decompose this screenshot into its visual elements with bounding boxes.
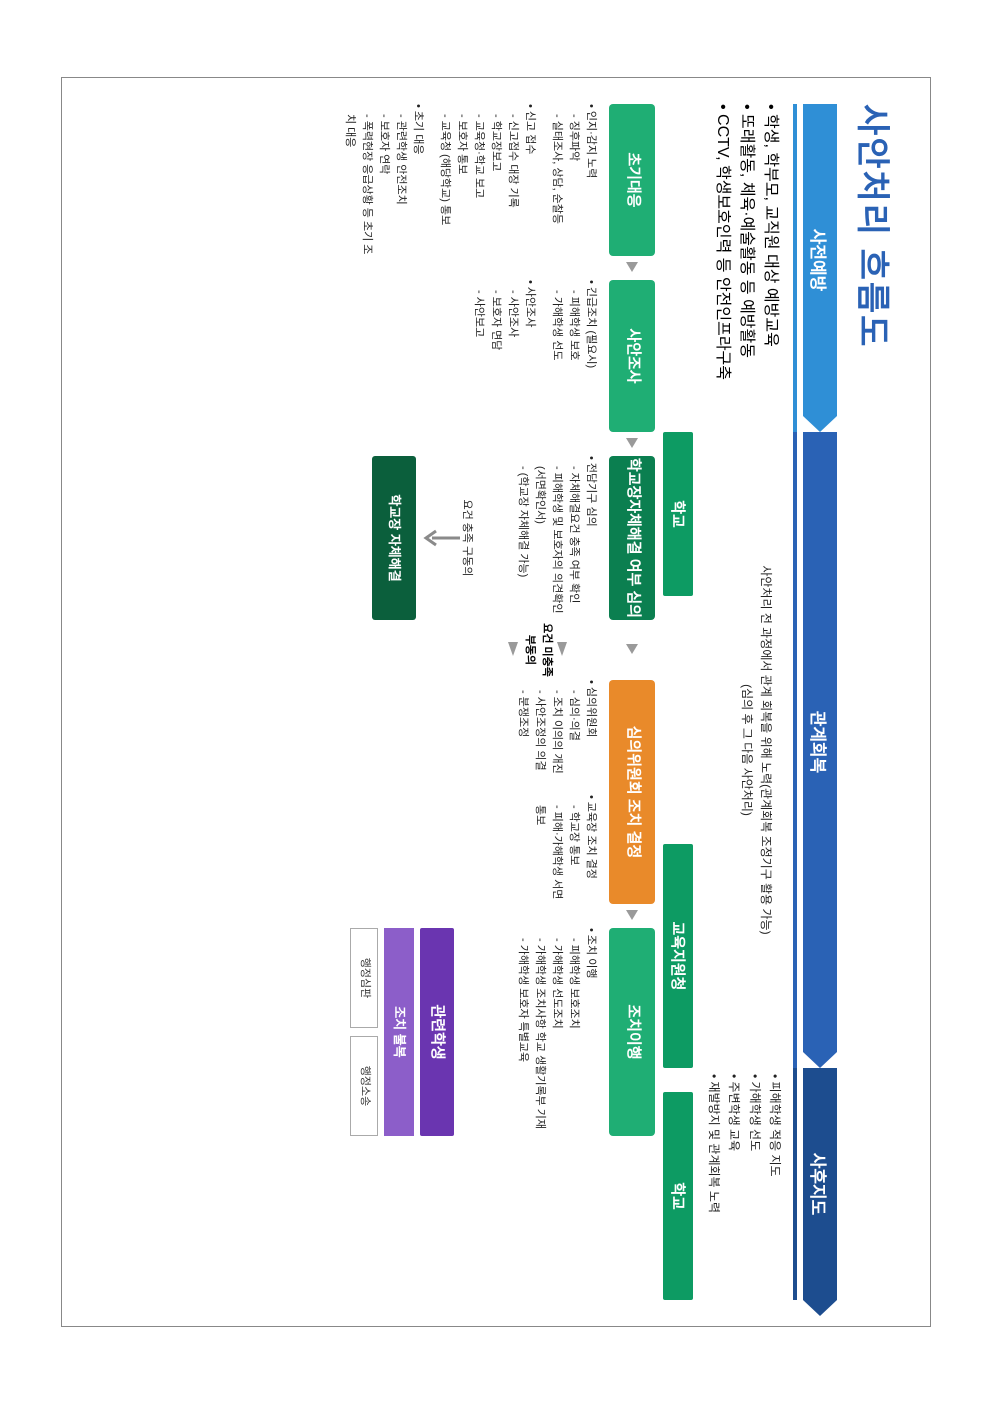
post-bullet: 가해학생 선도	[744, 1074, 764, 1300]
phase-underline	[793, 104, 797, 1300]
mini-self-resolve: 학교장 자체해결	[372, 456, 416, 620]
phase-banners: 사전예방 관계회복 사후지도	[803, 104, 837, 1300]
detail-col-execute: 조치 이행 피해학생 보호조치 가해학생 선도조치 가해학생 조치사항 학교 생…	[350, 928, 599, 1136]
post-bullet: 피해학생 적응 지도	[765, 1074, 785, 1300]
mid-label-bot: 부동의	[522, 634, 536, 664]
detail-col-committee: 심의위원회 심의·의결 조치 이의의 개진 사안조정의 의결 분쟁조정 교육장 …	[504, 680, 599, 904]
stage-execute: 조치이행	[609, 928, 655, 1136]
detail-col-investigate: 긴급조치 (필요시) 피해학생 보호 가해학생 선도 사안조사 사안조사 보호자…	[460, 280, 599, 432]
prev-bullets: 학생, 학부모, 교직원 대상 예방교육 또래활동, 체육·예술활동 등 예방활…	[713, 104, 785, 432]
stage-committee: 심의위원회 조치 결정	[609, 680, 655, 904]
mid-label-top: 요건 미충족	[540, 623, 554, 677]
relation-note: 사안처리 전 과정에서 관계 회복을 위해 노력(관계회복 조정기구 활용 가능…	[737, 432, 785, 1068]
down-arrow-icon	[420, 456, 460, 620]
stage-investigate: 사안조사	[609, 280, 655, 432]
post-bullet: 재발방지 및 관계회복 노력	[703, 1074, 723, 1300]
org-row: 학교 교육지원청 학교	[663, 104, 693, 1300]
mid-arrows: 요건 미충족 부동의	[506, 620, 600, 680]
dispute-sub: 조치 불복	[384, 928, 414, 1136]
phase-rel: 관계회복	[803, 432, 837, 1052]
arrow-icon	[609, 432, 655, 456]
arrow-icon	[609, 904, 655, 928]
arrow-icon	[609, 620, 655, 680]
phase-prev: 사전예방	[803, 104, 837, 416]
org-office: 교육지원청	[663, 844, 693, 1068]
dispute-admin-suit: 행정소송	[350, 1036, 378, 1136]
org-school-1: 학교	[663, 432, 693, 596]
detail-col-initial: 인지·감지 노력 징후파악 실태조사, 상담, 순찰등 신고 접수 신고접수 대…	[331, 104, 600, 256]
stages-row: 초기대응 사안조사 학교장자체해결 여부 심의 심의위원회 조치 결정 조치이행	[609, 104, 655, 1300]
related-student-head: 관련학생	[420, 928, 454, 1136]
details-row: 인지·감지 노력 징후파악 실태조사, 상담, 순찰등 신고 접수 신고접수 대…	[331, 104, 600, 1300]
mini-cond-label: 요건 충족 구동의	[460, 456, 474, 620]
prev-bullet: CCTV, 학생보호인력 등 안전인프라구축	[713, 104, 737, 432]
prev-bullet: 학생, 학부모, 교직원 대상 예방교육	[761, 104, 785, 432]
stage-self-review: 학교장자체해결 여부 심의	[609, 456, 655, 620]
dispute-admin-judge: 행정심판	[350, 928, 378, 1028]
dispute-options: 행정심판 행정소송	[350, 928, 378, 1136]
stage-initial: 초기대응	[609, 104, 655, 256]
org-school-2: 학교	[663, 1092, 693, 1300]
detail-col-selfreview: 전담기구 심의 자체해결요건 충족 여부 확인 피해학생 및 보호자의 의견확인…	[372, 456, 600, 620]
post-bullets: 피해학생 적응 지도 가해학생 선도 주변학생 교육 재발방지 및 관계회복 노…	[703, 1068, 785, 1300]
post-bullet: 주변학생 교육	[724, 1074, 744, 1300]
prev-bullet: 또래활동, 체육·예술활동 등 예방활동	[737, 104, 761, 432]
page-title: 사안처리 흐름도	[851, 104, 900, 1300]
context-row: 학생, 학부모, 교직원 대상 예방교육 또래활동, 체육·예술활동 등 예방활…	[703, 104, 785, 1300]
arrow-icon	[609, 256, 655, 280]
phase-post: 사후지도	[803, 1068, 837, 1300]
